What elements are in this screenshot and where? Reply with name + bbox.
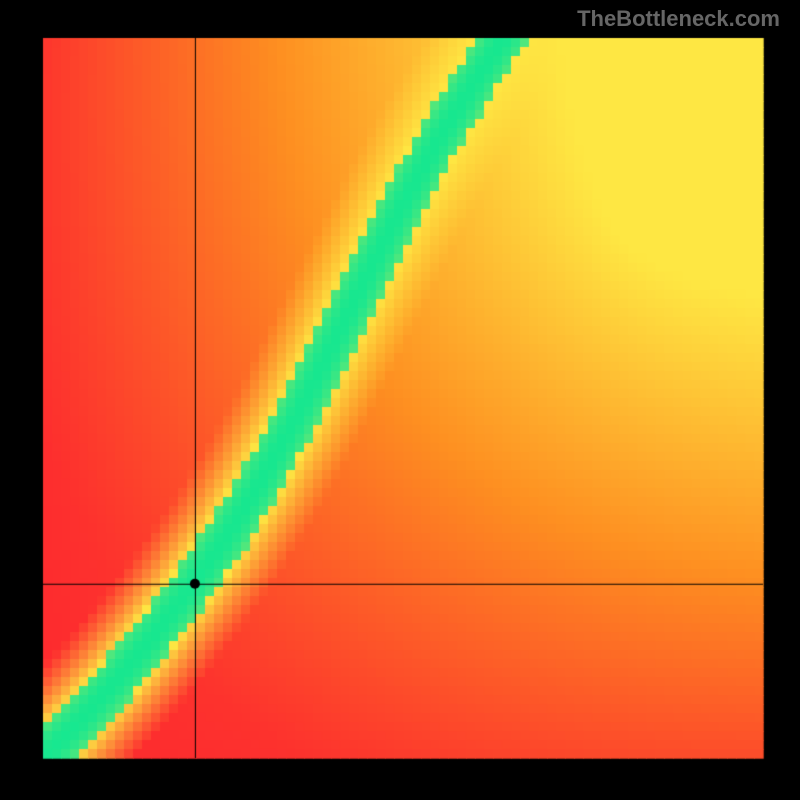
bottleneck-heatmap xyxy=(0,0,800,800)
watermark-text: TheBottleneck.com xyxy=(577,6,780,32)
